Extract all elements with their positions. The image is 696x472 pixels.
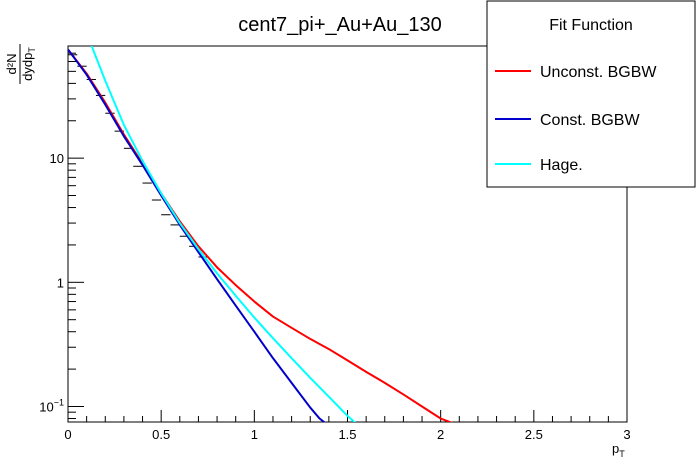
x-tick-label: 3	[623, 427, 630, 442]
y-axis-label: d²N dydpT	[4, 44, 37, 84]
y-axis-ticks: 10−1 1 10	[39, 45, 84, 420]
legend-entries: Unconst. BGBW Const. BGBW Hage.	[495, 64, 657, 174]
legend-label-2: Const. BGBW	[540, 112, 640, 129]
y-axis-label-numerator: d²N	[4, 54, 19, 75]
x-tick-label: 2.5	[525, 427, 543, 442]
legend: Fit Function Unconst. BGBW Const. BGBW Hag…	[486, 0, 696, 188]
series-line-2	[68, 48, 326, 422]
legend-title: Fit Function	[549, 17, 633, 34]
x-tick-label: 0	[64, 427, 71, 442]
y-axis-label-den-main: dydp	[20, 53, 35, 81]
legend-label-3: Hage.	[540, 157, 583, 174]
y-tick-label: 10−1	[39, 397, 64, 414]
y-axis-label-den-sub: T	[27, 47, 37, 53]
x-tick-label: 2	[437, 427, 444, 442]
x-tick-label: 0.5	[152, 427, 170, 442]
x-axis-label: pT	[612, 441, 625, 459]
x-axis-label-main: p	[612, 441, 619, 456]
legend-label-1: Unconst. BGBW	[540, 64, 657, 81]
chart-title: cent7_pi+_Au+Au_130	[238, 14, 442, 36]
x-tick-label: 1	[251, 427, 258, 442]
fit-curves	[68, 46, 453, 422]
series-line-3	[90, 46, 356, 422]
y-tick-label: 10	[50, 151, 64, 166]
y-axis-label-denominator: dydpT	[20, 47, 37, 81]
x-axis-label-sub: T	[619, 449, 625, 459]
legend-box	[486, 0, 696, 188]
data-layer	[68, 46, 453, 422]
y-tick-label: 1	[57, 275, 64, 290]
x-tick-label: 1.5	[338, 427, 356, 442]
